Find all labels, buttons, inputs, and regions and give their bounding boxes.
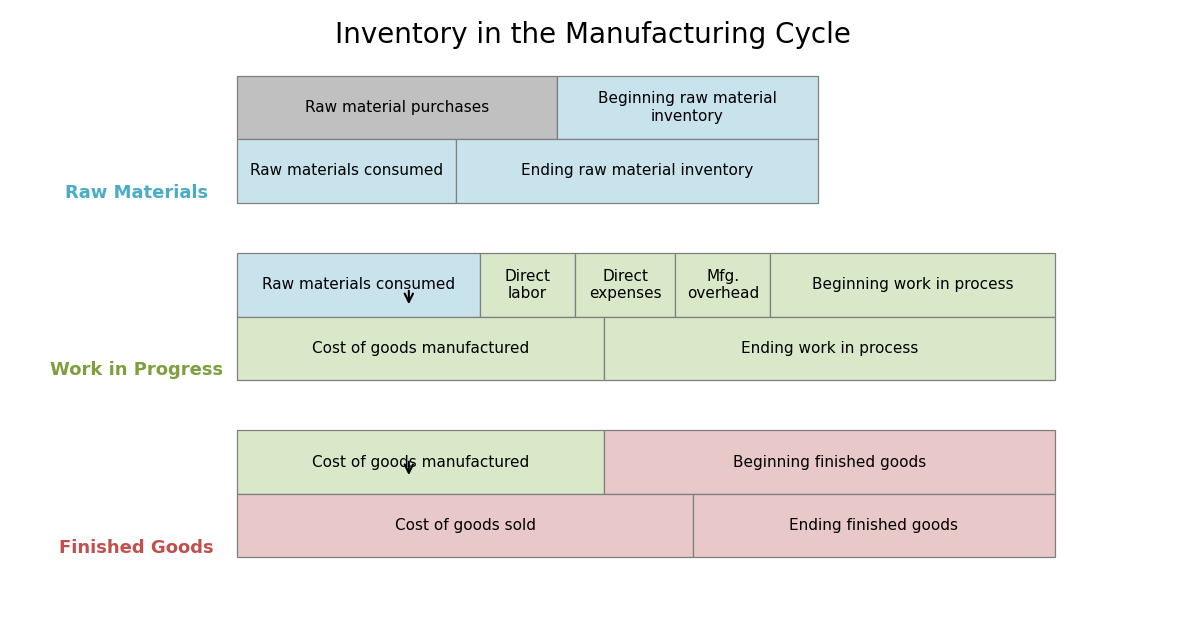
Text: Ending work in process: Ending work in process xyxy=(741,341,918,356)
Text: Raw materials consumed: Raw materials consumed xyxy=(250,163,443,179)
Bar xyxy=(604,430,1055,494)
Text: Raw material purchases: Raw material purchases xyxy=(305,100,489,115)
Text: Cost of goods sold: Cost of goods sold xyxy=(395,518,536,533)
Text: Cost of goods manufactured: Cost of goods manufactured xyxy=(312,454,530,470)
Bar xyxy=(237,139,456,203)
Bar xyxy=(237,253,480,316)
Text: Inventory in the Manufacturing Cycle: Inventory in the Manufacturing Cycle xyxy=(334,21,851,49)
Bar xyxy=(237,430,604,494)
Bar xyxy=(237,76,557,139)
Bar xyxy=(675,253,770,316)
Bar xyxy=(693,494,1055,557)
Text: Beginning work in process: Beginning work in process xyxy=(812,277,1013,292)
Bar xyxy=(237,494,693,557)
Bar xyxy=(456,139,818,203)
Bar xyxy=(575,253,675,316)
Bar xyxy=(770,253,1055,316)
Bar xyxy=(557,76,818,139)
Text: Raw materials consumed: Raw materials consumed xyxy=(262,277,455,292)
Text: Direct
labor: Direct labor xyxy=(505,268,550,301)
Bar xyxy=(480,253,575,316)
Text: Beginning raw material
inventory: Beginning raw material inventory xyxy=(598,91,776,124)
Text: Ending raw material inventory: Ending raw material inventory xyxy=(521,163,752,179)
Bar xyxy=(604,316,1055,380)
Text: Raw Materials: Raw Materials xyxy=(65,184,207,202)
Text: Ending finished goods: Ending finished goods xyxy=(789,518,959,533)
Text: Work in Progress: Work in Progress xyxy=(50,361,223,379)
Text: Finished Goods: Finished Goods xyxy=(59,539,213,556)
Text: Beginning finished goods: Beginning finished goods xyxy=(732,454,927,470)
Bar xyxy=(237,316,604,380)
Text: Mfg.
overhead: Mfg. overhead xyxy=(687,268,758,301)
Text: Direct
expenses: Direct expenses xyxy=(589,268,661,301)
Text: Cost of goods manufactured: Cost of goods manufactured xyxy=(312,341,530,356)
